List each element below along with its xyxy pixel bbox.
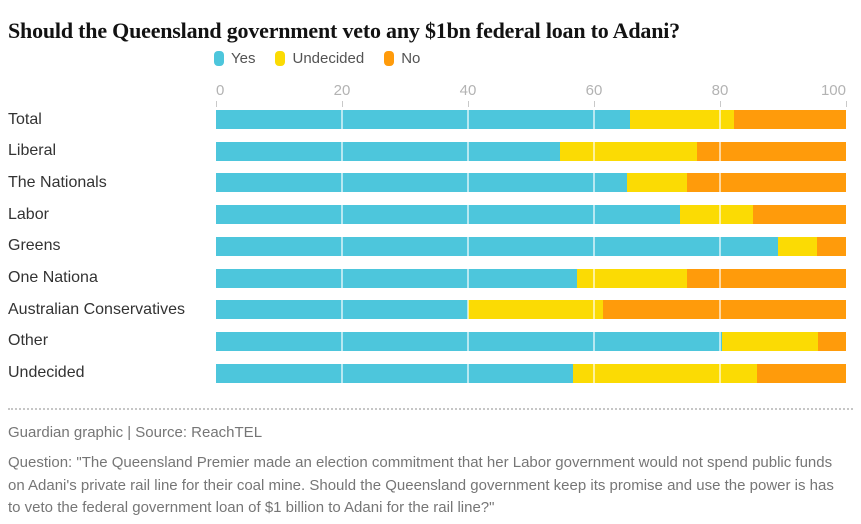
axis-tick-mark: [593, 101, 595, 107]
bar-row: Australian Conservatives: [0, 300, 861, 320]
legend-swatch-undecided: [275, 51, 286, 66]
chart-title: Should the Queensland government veto an…: [8, 17, 680, 43]
axis-tick-mark: [215, 101, 217, 107]
bar-segment-yes: [216, 173, 628, 193]
stacked-bar: [216, 300, 846, 320]
bar-segment-no: [734, 110, 846, 129]
category-label: One Nationa: [8, 269, 98, 286]
category-label: Undecided: [8, 364, 85, 382]
bar-row: Other: [0, 331, 861, 351]
legend-label: No: [401, 50, 421, 67]
axis-tick-label: 0: [216, 82, 225, 99]
axis-tick-label: 80: [711, 82, 729, 99]
bar-segment-yes: [216, 110, 630, 129]
bar-segment-undecided: [627, 173, 687, 193]
bar-segment-yes: [216, 331, 722, 351]
bar-row: Labor: [0, 205, 861, 225]
bar-segment-undecided: [721, 331, 818, 351]
legend-label: Undecided: [292, 50, 365, 67]
bar-segment-no: [603, 300, 846, 320]
category-label: Australian Conservatives: [8, 300, 185, 318]
stacked-bar: [216, 141, 846, 161]
legend-item-undecided: Undecided: [275, 50, 364, 67]
bar-segment-undecided: [679, 205, 754, 225]
category-label: Liberal: [8, 142, 57, 160]
axis-tick-mark: [467, 101, 469, 107]
bar-segment-undecided: [468, 300, 604, 320]
bar-row: Undecided: [0, 363, 861, 383]
bar-segment-no: [817, 236, 846, 256]
stacked-bar: [216, 363, 846, 383]
bar-segment-no: [817, 331, 846, 351]
stacked-bar: [216, 205, 846, 225]
bar-row: The Nationals: [0, 173, 861, 193]
axis-tick-label: 100: [820, 82, 846, 99]
bar-segment-no: [686, 268, 846, 288]
category-label: Total: [8, 110, 42, 128]
bar-row: Total: [0, 110, 861, 129]
stacked-bar: [216, 331, 846, 351]
legend-swatch-yes: [214, 51, 224, 66]
axis-tick-mark: [719, 101, 721, 107]
bar-segment-yes: [216, 363, 573, 383]
poll-question-text: Question: "The Queensland Premier made a…: [8, 454, 834, 516]
bar-segment-undecided: [572, 363, 758, 383]
bar-segment-no: [757, 363, 846, 383]
bar-rows: Total Liberal The Nationals Labor Greens One …: [0, 110, 861, 383]
category-label: Labor: [8, 205, 49, 223]
legend-swatch-no: [384, 51, 395, 66]
category-label: The Nationals: [8, 173, 107, 191]
source-credit: Guardian graphic | Source: ReachTEL: [8, 424, 263, 441]
legend-item-no: No: [384, 50, 420, 67]
bar-segment-undecided: [777, 236, 817, 256]
legend-item-yes: Yes: [214, 50, 255, 67]
footer-divider: [8, 408, 853, 410]
legend-label: Yes: [231, 50, 256, 67]
axis-tick-label: 40: [459, 82, 477, 99]
stacked-bar: [216, 236, 846, 256]
stacked-bar: [216, 110, 846, 129]
bar-segment-yes: [216, 141, 560, 161]
bar-segment-no: [686, 173, 846, 193]
legend: Yes Undecided No: [214, 50, 420, 67]
stacked-bar: [216, 268, 846, 288]
bar-segment-yes: [216, 268, 577, 288]
bar-segment-yes: [216, 205, 680, 225]
axis-tick-label: 20: [333, 82, 351, 99]
bar-segment-no: [753, 205, 846, 225]
category-label: Greens: [8, 237, 61, 255]
bar-row: Greens: [0, 236, 861, 256]
bar-row: One Nationa: [0, 268, 861, 288]
category-label: Other: [8, 332, 49, 350]
stacked-bar: [216, 173, 846, 193]
bar-segment-yes: [216, 236, 778, 256]
axis-tick-mark: [845, 101, 847, 107]
x-axis: 0 20 40 60 80 100: [215, 82, 847, 107]
bar-segment-no: [697, 141, 846, 161]
bar-segment-undecided: [576, 268, 687, 288]
bar-segment-undecided: [559, 141, 698, 161]
bar-row: Liberal: [0, 141, 861, 161]
axis-tick-mark: [341, 101, 343, 107]
bar-segment-yes: [216, 300, 468, 320]
bar-segment-undecided: [629, 110, 735, 129]
axis-tick-label: 60: [585, 82, 603, 99]
